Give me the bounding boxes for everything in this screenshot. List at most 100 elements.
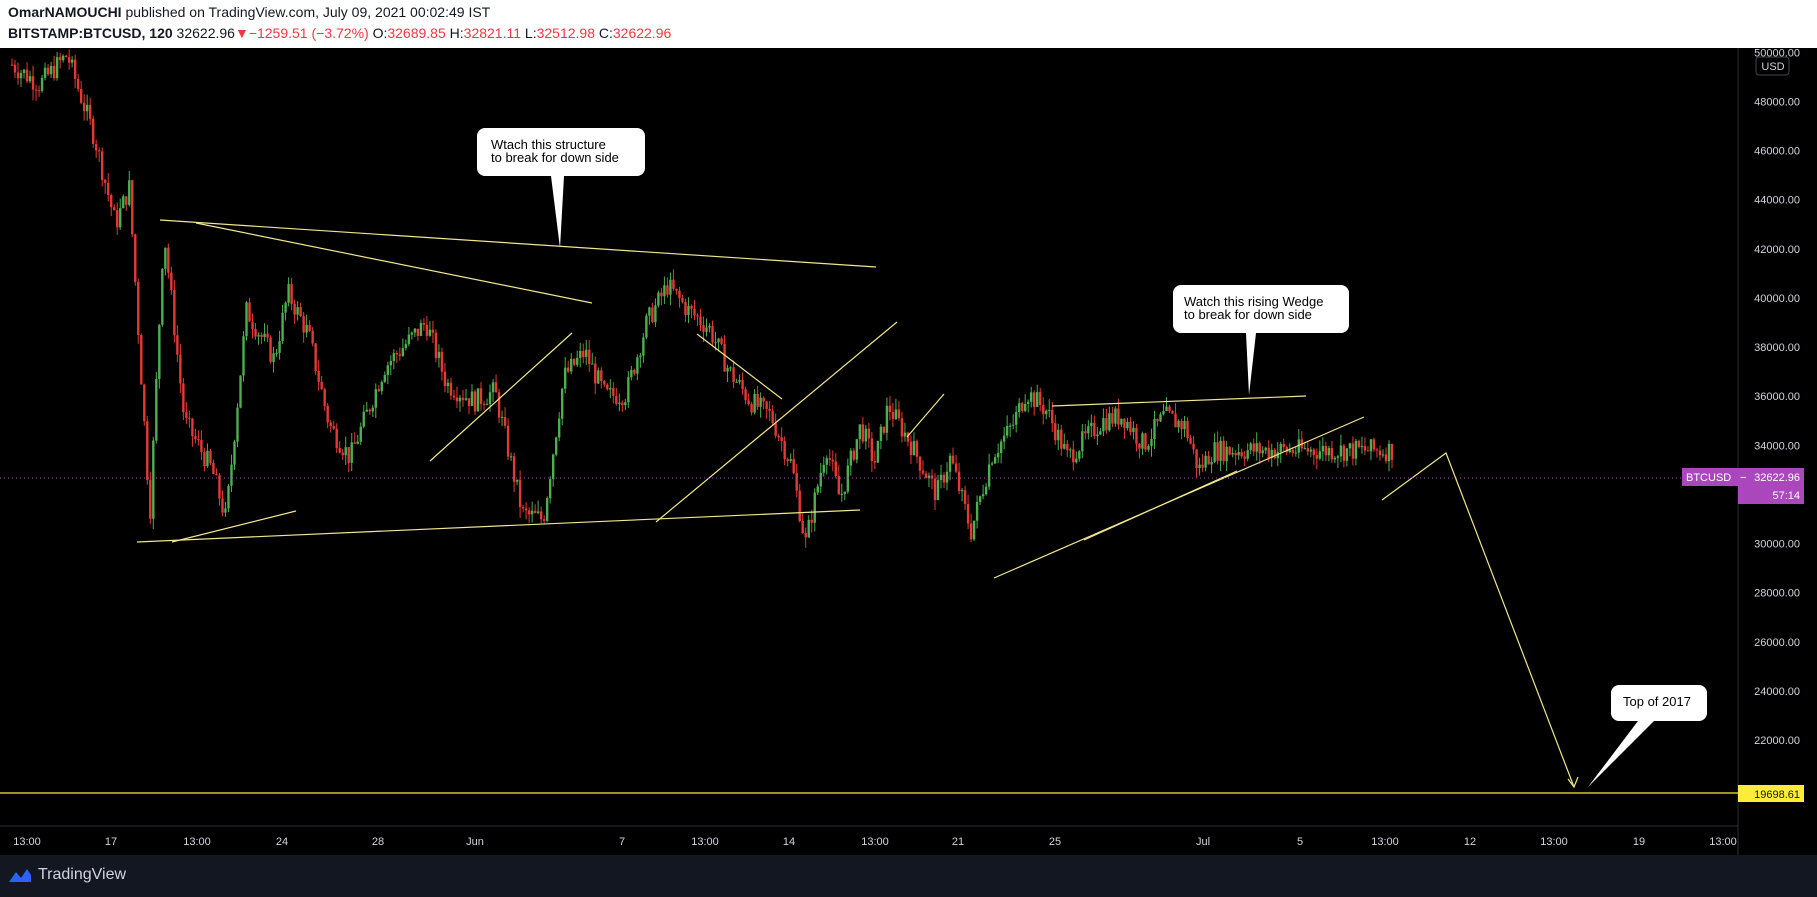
candle-body xyxy=(332,426,335,429)
candle-body xyxy=(1102,418,1105,432)
publish-info: OmarNAMOUCHI published on TradingView.co… xyxy=(8,4,490,20)
tradingview-logo[interactable]: TradingView xyxy=(8,866,126,884)
candle-body xyxy=(1324,445,1328,456)
candle-body xyxy=(822,464,825,473)
chart-area[interactable]: 50000.00 48000.00 46000.00 44000.00 42000.00… xyxy=(0,47,1817,855)
candle-body xyxy=(152,440,155,519)
author-name[interactable]: OmarNAMOUCHI xyxy=(8,4,122,20)
candle-body xyxy=(1315,455,1319,459)
candle-body xyxy=(810,519,813,523)
trendlines-layer xyxy=(136,219,1579,789)
candle-body xyxy=(663,285,666,297)
candle-body xyxy=(642,337,645,356)
candle-body xyxy=(314,343,317,372)
ohlc-legend: BITSTAMP:BTCUSD, 120 32622.96▼−1259.51 (… xyxy=(8,25,671,41)
candle-body xyxy=(344,447,347,456)
candle-body xyxy=(182,383,185,413)
candle-body xyxy=(1288,449,1291,453)
candle-body xyxy=(1084,431,1087,434)
candle-body xyxy=(1099,431,1102,435)
candle-body xyxy=(425,324,429,336)
currency-label-text: USD xyxy=(1761,61,1784,73)
candle-body xyxy=(1261,450,1264,454)
candle-body xyxy=(1123,418,1126,429)
x-tick-label-18: 13:00 xyxy=(1709,836,1737,848)
candle-body xyxy=(536,511,540,513)
candle-body xyxy=(70,59,74,63)
candle-body xyxy=(861,424,865,442)
annotation-top2017-text: Top of 2017 xyxy=(1623,694,1691,709)
candle-body xyxy=(966,504,970,524)
candle-body xyxy=(73,59,77,79)
candle-body xyxy=(140,335,143,385)
candle-body xyxy=(948,455,952,472)
candle-body xyxy=(762,397,765,402)
candle-body xyxy=(1138,443,1141,449)
candle-body xyxy=(594,363,597,384)
x-tick-label-2: 13:00 xyxy=(183,836,211,848)
candle-body xyxy=(720,338,723,344)
candle-body xyxy=(407,334,411,345)
candle-body xyxy=(335,428,338,448)
candle-body xyxy=(1312,449,1316,456)
candle-body xyxy=(79,89,83,103)
candle-body xyxy=(1345,448,1349,461)
symbol-label[interactable]: BITSTAMP:BTCUSD, 120 xyxy=(8,25,173,41)
candle-body xyxy=(1165,406,1168,412)
candle-body xyxy=(1027,401,1030,404)
candle-body xyxy=(813,492,816,523)
candle-body xyxy=(576,357,579,365)
time-axis[interactable]: 13:00 17 13:00 24 28 Jun 7 13:00 14 13:00 21 25 Jul 5… xyxy=(13,836,1737,848)
candle-body xyxy=(440,351,444,372)
candle-body xyxy=(488,392,492,405)
candle-body xyxy=(1249,443,1252,451)
candle-body xyxy=(582,350,585,357)
candle-body xyxy=(996,453,1000,458)
annotation-top2017[interactable]: Top of 2017 xyxy=(1588,685,1707,787)
candle-body xyxy=(951,455,955,464)
candle-body xyxy=(927,475,931,479)
candle-body xyxy=(269,337,272,363)
y-tick-label-3: 44000.00 xyxy=(1754,195,1800,207)
candle-body xyxy=(560,388,564,419)
candle-body xyxy=(1216,442,1219,461)
candle-body xyxy=(527,510,531,515)
close-value: 32622.96 xyxy=(612,25,672,41)
candle-body xyxy=(885,405,889,433)
candle-body xyxy=(236,407,239,442)
candle-body xyxy=(1348,443,1352,449)
price-chart-svg[interactable]: 50000.00 48000.00 46000.00 44000.00 42000.00… xyxy=(0,47,1817,855)
candle-body xyxy=(1321,445,1325,452)
candle-body xyxy=(443,371,447,387)
annotation-structure[interactable]: Wtach this structure to break for down s… xyxy=(477,128,645,248)
candle-body xyxy=(34,89,38,91)
candle-body xyxy=(1207,455,1210,465)
price-change: −1259.51 (−3.72%) xyxy=(248,25,369,41)
candle-body xyxy=(329,422,332,427)
chart-header: OmarNAMOUCHI published on TradingView.co… xyxy=(0,0,1817,48)
trendline-short-support xyxy=(171,510,297,543)
candle-body xyxy=(1246,450,1249,459)
candle-body xyxy=(903,432,907,437)
candle-body xyxy=(1177,420,1180,428)
candle-body xyxy=(1159,414,1162,422)
open-value: 32689.85 xyxy=(387,25,446,41)
candle-body xyxy=(600,370,603,382)
candle-body xyxy=(756,394,759,407)
candle-body xyxy=(455,397,459,402)
candle-body xyxy=(1192,443,1195,450)
candle-body xyxy=(530,510,534,515)
candle-body xyxy=(449,382,453,396)
candle-body xyxy=(645,315,648,338)
candle-body xyxy=(317,371,320,382)
y-tick-label-8: 34000.00 xyxy=(1754,440,1800,452)
candle-body xyxy=(846,465,850,492)
candle-body xyxy=(1234,453,1237,456)
candle-body xyxy=(1111,413,1114,424)
candle-body xyxy=(1258,443,1261,454)
candle-body xyxy=(1306,448,1310,452)
candle-body xyxy=(437,351,441,358)
candle-body xyxy=(1162,411,1165,415)
annotation-wedge[interactable]: Watch this rising Wedge to break for dow… xyxy=(1173,285,1349,395)
candle-body xyxy=(858,424,862,440)
